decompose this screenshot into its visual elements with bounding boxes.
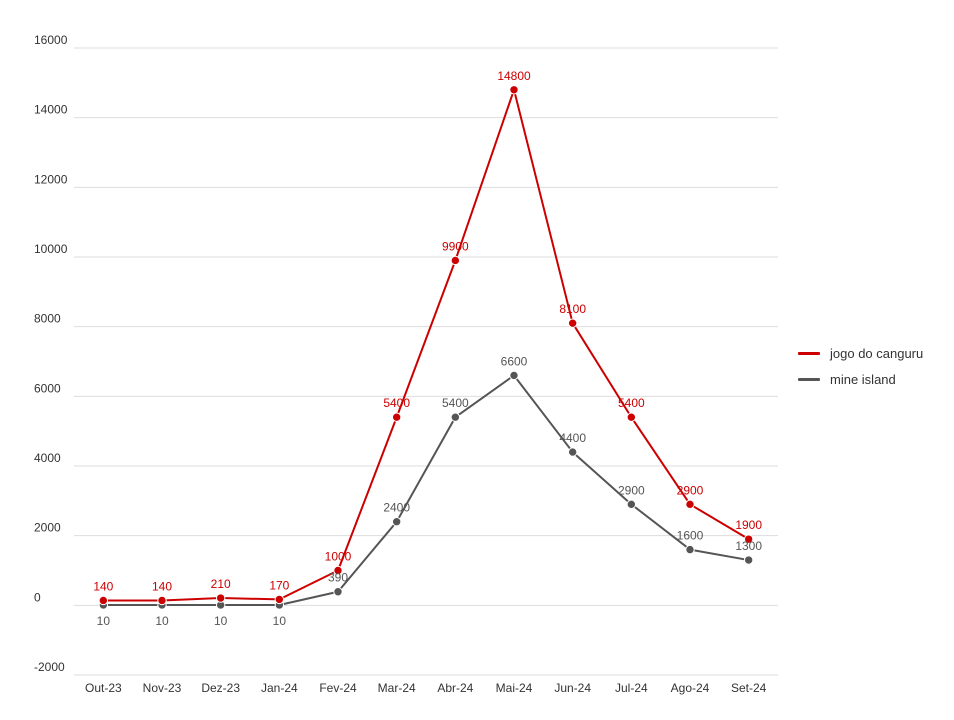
x-tick-label: Out-23 [85,681,122,695]
data-label: 10 [97,614,111,628]
data-label: 8100 [559,302,586,316]
data-label: 10 [155,614,169,628]
data-label: 5400 [618,396,645,410]
legend: jogo do canguru mine island [798,340,923,392]
y-tick-label: 4000 [34,451,61,465]
x-tick-label: Nov-23 [143,681,182,695]
y-tick-label: 0 [34,590,41,604]
x-tick-label: Jul-24 [615,681,648,695]
y-tick-label: 8000 [34,312,61,326]
legend-item-jogo-do-canguru[interactable]: jogo do canguru [798,340,923,366]
legend-item-mine-island[interactable]: mine island [798,366,923,392]
legend-label-mine-island: mine island [830,371,896,387]
x-tick-label: Fev-24 [319,681,357,695]
data-point[interactable] [685,544,695,555]
data-label: 6600 [501,354,528,368]
series-0 [98,85,754,606]
series-line [103,88,750,602]
y-axis: -2000 0 2000 4000 6000 8000 10000 12000 14000 160… [34,33,68,674]
x-tick-label: Mai-24 [496,681,533,695]
data-point[interactable] [98,595,109,606]
data-label: 14800 [497,69,531,83]
data-point[interactable] [450,255,461,266]
data-label: 1900 [735,518,762,532]
data-label: 4400 [559,431,586,445]
y-tick-label: 10000 [34,242,68,256]
data-label: 140 [152,579,172,593]
data-label: 2400 [383,501,410,515]
legend-label-jogo-do-canguru: jogo do canguru [830,345,924,361]
y-tick-label: -2000 [34,660,65,674]
data-label: 10 [214,614,228,628]
y-tick-label: 2000 [34,521,61,535]
data-label: 210 [211,577,231,591]
data-label: 170 [269,578,289,592]
data-label: 2900 [677,483,704,497]
y-tick-label: 14000 [34,103,68,117]
data-label: 390 [328,571,348,585]
data-point[interactable] [509,370,519,381]
x-tick-label: Jan-24 [261,681,298,695]
series-line [103,374,749,606]
y-tick-label: 6000 [34,381,61,395]
data-point[interactable] [567,318,578,328]
x-tick-label: Set-24 [731,681,767,695]
data-point[interactable] [626,499,637,510]
x-tick-label: Mar-24 [378,681,416,695]
data-point[interactable] [391,517,402,527]
data-label: 140 [93,579,113,593]
data-point[interactable] [333,587,343,597]
data-label: 5400 [442,396,469,410]
x-axis: Out-23 Nov-23 Dez-23 Jan-24 Fev-24 Mar-24 Abr-… [85,681,767,695]
data-point[interactable] [626,412,637,422]
data-point[interactable] [157,595,167,606]
series-group: 140 140 210 170 1000 5400 9900 14800 8100 5400 290… [93,69,762,628]
legend-swatch-jogo-do-canguru [798,351,820,355]
data-point[interactable] [215,593,226,603]
x-tick-label: Ago-24 [671,681,710,695]
data-point[interactable] [743,555,754,565]
data-point[interactable] [685,499,695,510]
data-point[interactable] [509,85,519,95]
data-point[interactable] [333,565,343,576]
legend-swatch-mine-island [798,377,820,381]
series-1 [98,370,754,610]
x-tick-label: Abr-24 [437,681,473,695]
data-label: 9900 [442,239,469,253]
data-point[interactable] [567,447,578,457]
data-point[interactable] [274,594,285,605]
data-label: 1300 [735,539,762,553]
data-label: 1000 [325,550,352,564]
x-tick-label: Jun-24 [554,681,591,695]
data-label: 2900 [618,483,645,497]
data-point[interactable] [391,412,402,422]
data-point[interactable] [450,412,461,422]
x-tick-label: Dez-23 [201,681,240,695]
data-point[interactable] [743,534,754,544]
data-label: 10 [273,614,287,628]
y-tick-label: 12000 [34,172,68,186]
grid-lines [74,47,778,676]
data-label: 1600 [677,529,704,543]
data-label: 5400 [383,396,410,410]
y-tick-label: 16000 [34,33,68,47]
